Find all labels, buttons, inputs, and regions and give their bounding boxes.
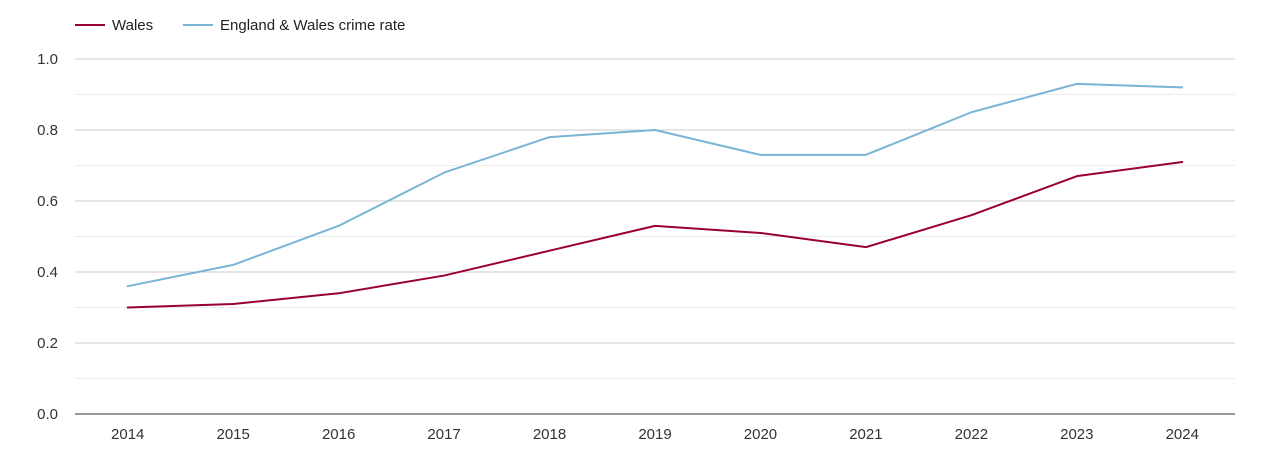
legend-label: Wales <box>112 17 153 34</box>
x-tick-label: 2022 <box>955 426 988 443</box>
series-line-0 <box>126 160 1184 309</box>
x-axis-tick-labels: 2014 2015 2016 2017 2018 2019 2020 2021 2022 2023… <box>111 426 1199 443</box>
y-tick-label: 0.8 <box>37 122 58 139</box>
grid-lines <box>75 58 1235 379</box>
x-tick-label: 2019 <box>638 426 671 443</box>
y-tick-label: 0.4 <box>37 264 58 281</box>
series-lines <box>126 82 1184 309</box>
y-tick-label: 0.0 <box>37 406 58 423</box>
legend-label: England & Wales crime rate <box>220 17 405 34</box>
x-tick-label: 2014 <box>111 426 144 443</box>
series-line-1 <box>126 82 1184 288</box>
x-tick-label: 2024 <box>1166 426 1199 443</box>
x-tick-label: 2020 <box>744 426 777 443</box>
x-tick-label: 2017 <box>427 426 460 443</box>
x-tick-label: 2023 <box>1060 426 1093 443</box>
y-axis-tick-labels: 0.0 0.2 0.4 0.6 0.8 1.0 <box>37 51 58 423</box>
y-tick-label: 0.6 <box>37 193 58 210</box>
legend-item-1[interactable]: England & Wales crime rate <box>183 17 405 34</box>
y-tick-label: 0.2 <box>37 335 58 352</box>
y-tick-label: 1.0 <box>37 51 58 68</box>
x-tick-label: 2015 <box>216 426 249 443</box>
x-tick-label: 2021 <box>849 426 882 443</box>
x-tick-label: 2018 <box>533 426 566 443</box>
legend-item-0[interactable]: Wales <box>75 17 153 34</box>
x-tick-label: 2016 <box>322 426 355 443</box>
legend[interactable]: Wales England & Wales crime rate <box>75 17 405 34</box>
